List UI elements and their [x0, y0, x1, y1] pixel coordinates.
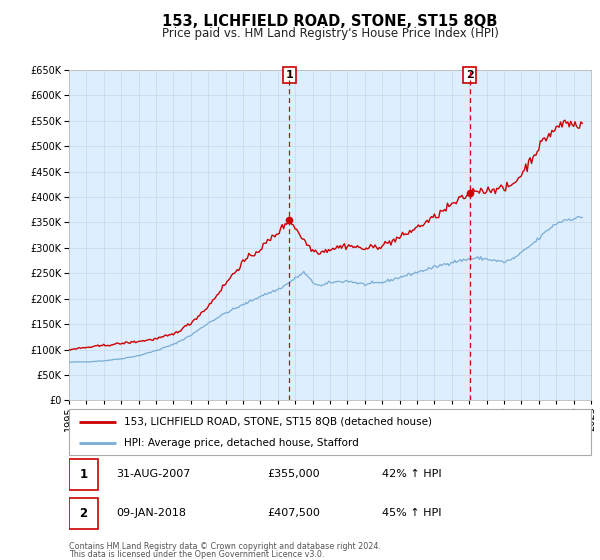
Text: £407,500: £407,500 — [268, 508, 320, 518]
Text: Price paid vs. HM Land Registry's House Price Index (HPI): Price paid vs. HM Land Registry's House … — [161, 27, 499, 40]
FancyBboxPatch shape — [69, 459, 98, 489]
FancyBboxPatch shape — [69, 498, 98, 529]
Text: 1: 1 — [79, 468, 88, 481]
Text: 1: 1 — [286, 70, 293, 80]
Text: 153, LICHFIELD ROAD, STONE, ST15 8QB: 153, LICHFIELD ROAD, STONE, ST15 8QB — [163, 14, 497, 29]
Text: This data is licensed under the Open Government Licence v3.0.: This data is licensed under the Open Gov… — [69, 550, 325, 559]
Text: 2: 2 — [466, 70, 473, 80]
Text: 45% ↑ HPI: 45% ↑ HPI — [382, 508, 442, 518]
Point — [465, 189, 475, 198]
Text: 09-JAN-2018: 09-JAN-2018 — [116, 508, 186, 518]
Text: 153, LICHFIELD ROAD, STONE, ST15 8QB (detached house): 153, LICHFIELD ROAD, STONE, ST15 8QB (de… — [124, 417, 432, 427]
Text: 2: 2 — [79, 507, 88, 520]
Text: Contains HM Land Registry data © Crown copyright and database right 2024.: Contains HM Land Registry data © Crown c… — [69, 542, 381, 550]
Text: HPI: Average price, detached house, Stafford: HPI: Average price, detached house, Staf… — [124, 438, 359, 448]
Text: 42% ↑ HPI: 42% ↑ HPI — [382, 469, 442, 479]
Text: £355,000: £355,000 — [268, 469, 320, 479]
Text: 31-AUG-2007: 31-AUG-2007 — [116, 469, 190, 479]
Point — [284, 216, 294, 225]
FancyBboxPatch shape — [69, 409, 591, 455]
